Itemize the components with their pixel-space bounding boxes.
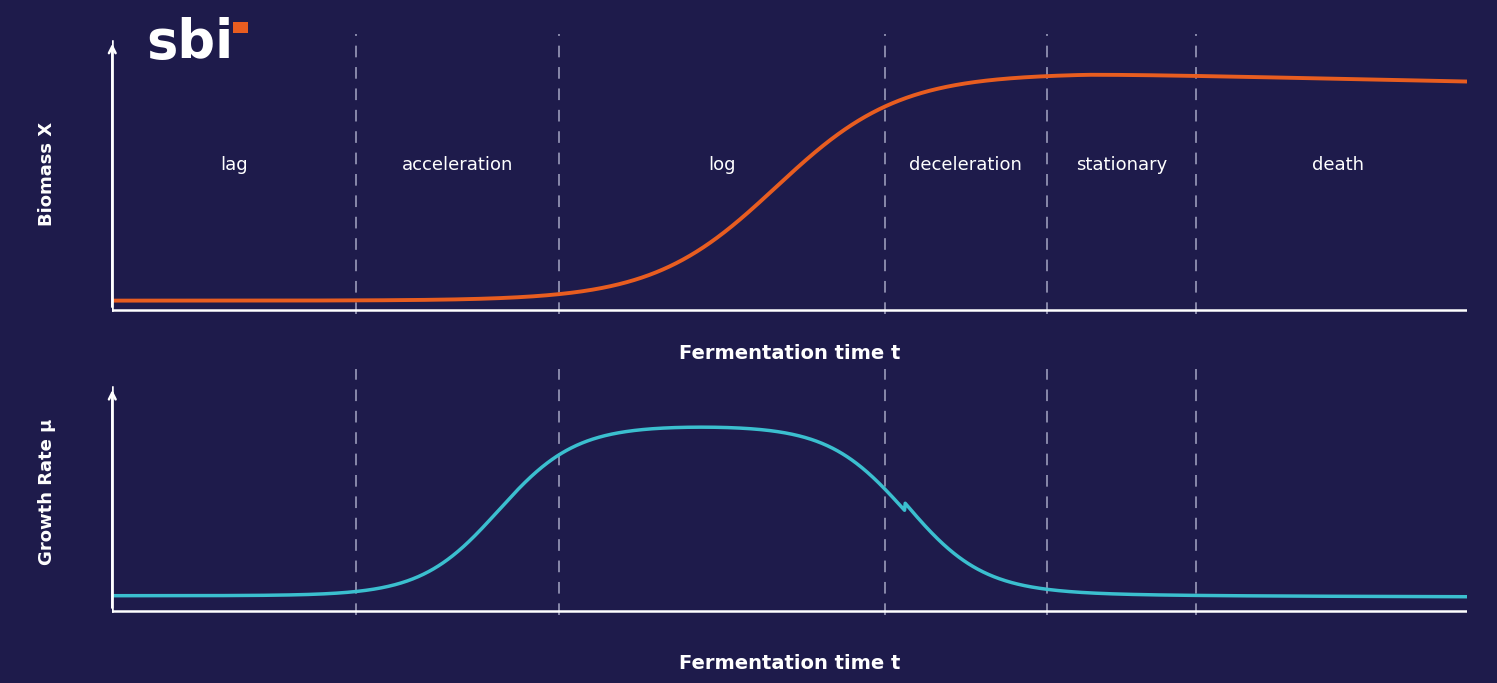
Text: Fermentation time t: Fermentation time t xyxy=(680,654,900,673)
Text: Fermentation time t: Fermentation time t xyxy=(680,344,900,363)
Text: acceleration: acceleration xyxy=(403,156,513,174)
Text: Biomass X: Biomass X xyxy=(39,122,57,226)
Text: deceleration: deceleration xyxy=(909,156,1022,174)
Text: Growth Rate μ: Growth Rate μ xyxy=(39,419,57,565)
Text: lag: lag xyxy=(220,156,249,174)
Text: death: death xyxy=(1313,156,1364,174)
Text: sbi: sbi xyxy=(147,17,234,69)
Text: stationary: stationary xyxy=(1076,156,1168,174)
Text: log: log xyxy=(708,156,735,174)
